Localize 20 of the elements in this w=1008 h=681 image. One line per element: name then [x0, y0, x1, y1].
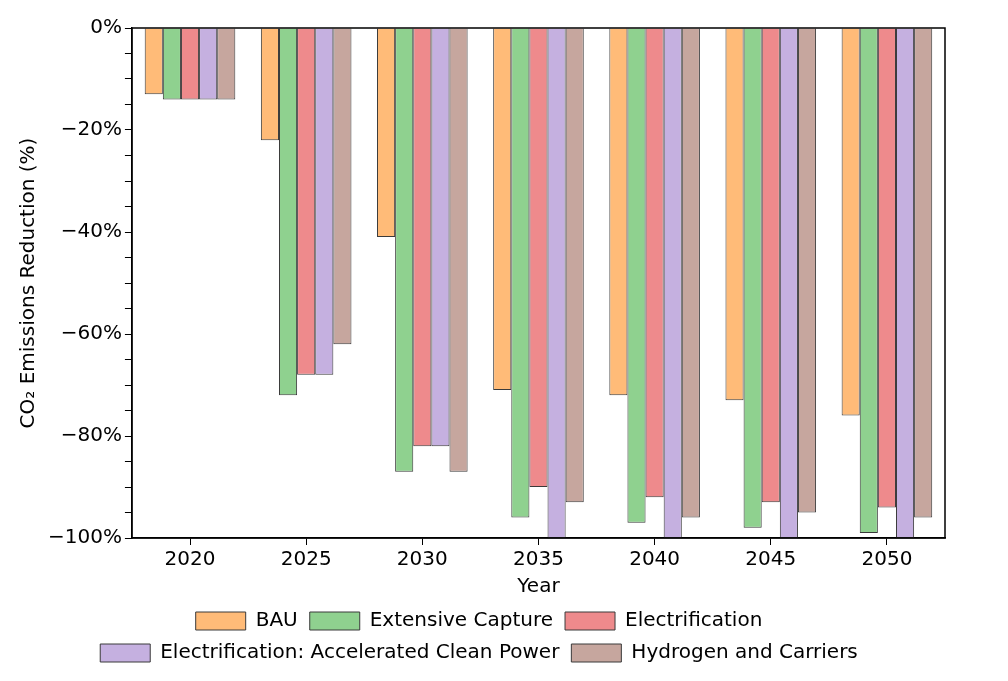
- legend-label: BAU: [255, 607, 298, 632]
- legend-label: Electrification: [625, 607, 763, 632]
- x-axis-title: Year: [516, 573, 561, 598]
- x-tick-label: 2040: [629, 546, 681, 571]
- y-tick-label: −60%: [60, 320, 122, 345]
- x-tick-label: 2020: [164, 546, 216, 571]
- x-tick-label: 2045: [745, 546, 797, 571]
- x-tick-label: 2025: [280, 546, 332, 571]
- y-tick-label: −40%: [60, 218, 122, 243]
- legend-label: Hydrogen and Carriers: [631, 639, 858, 664]
- y-tick-label: −80%: [60, 422, 122, 447]
- y-axis-title: CO₂ Emissions Reduction (%): [15, 137, 40, 429]
- x-tick-label: 2035: [513, 546, 564, 571]
- y-tick-label: −100%: [48, 524, 122, 549]
- y-tick-label: −20%: [60, 116, 122, 141]
- y-tick-label: 0%: [90, 14, 122, 39]
- legend-label: Extensive Capture: [369, 607, 554, 632]
- legend-label: Electrification: Accelerated Clean Power: [160, 639, 561, 664]
- x-tick-label: 2030: [396, 546, 448, 571]
- x-tick-label: 2050: [861, 546, 913, 571]
